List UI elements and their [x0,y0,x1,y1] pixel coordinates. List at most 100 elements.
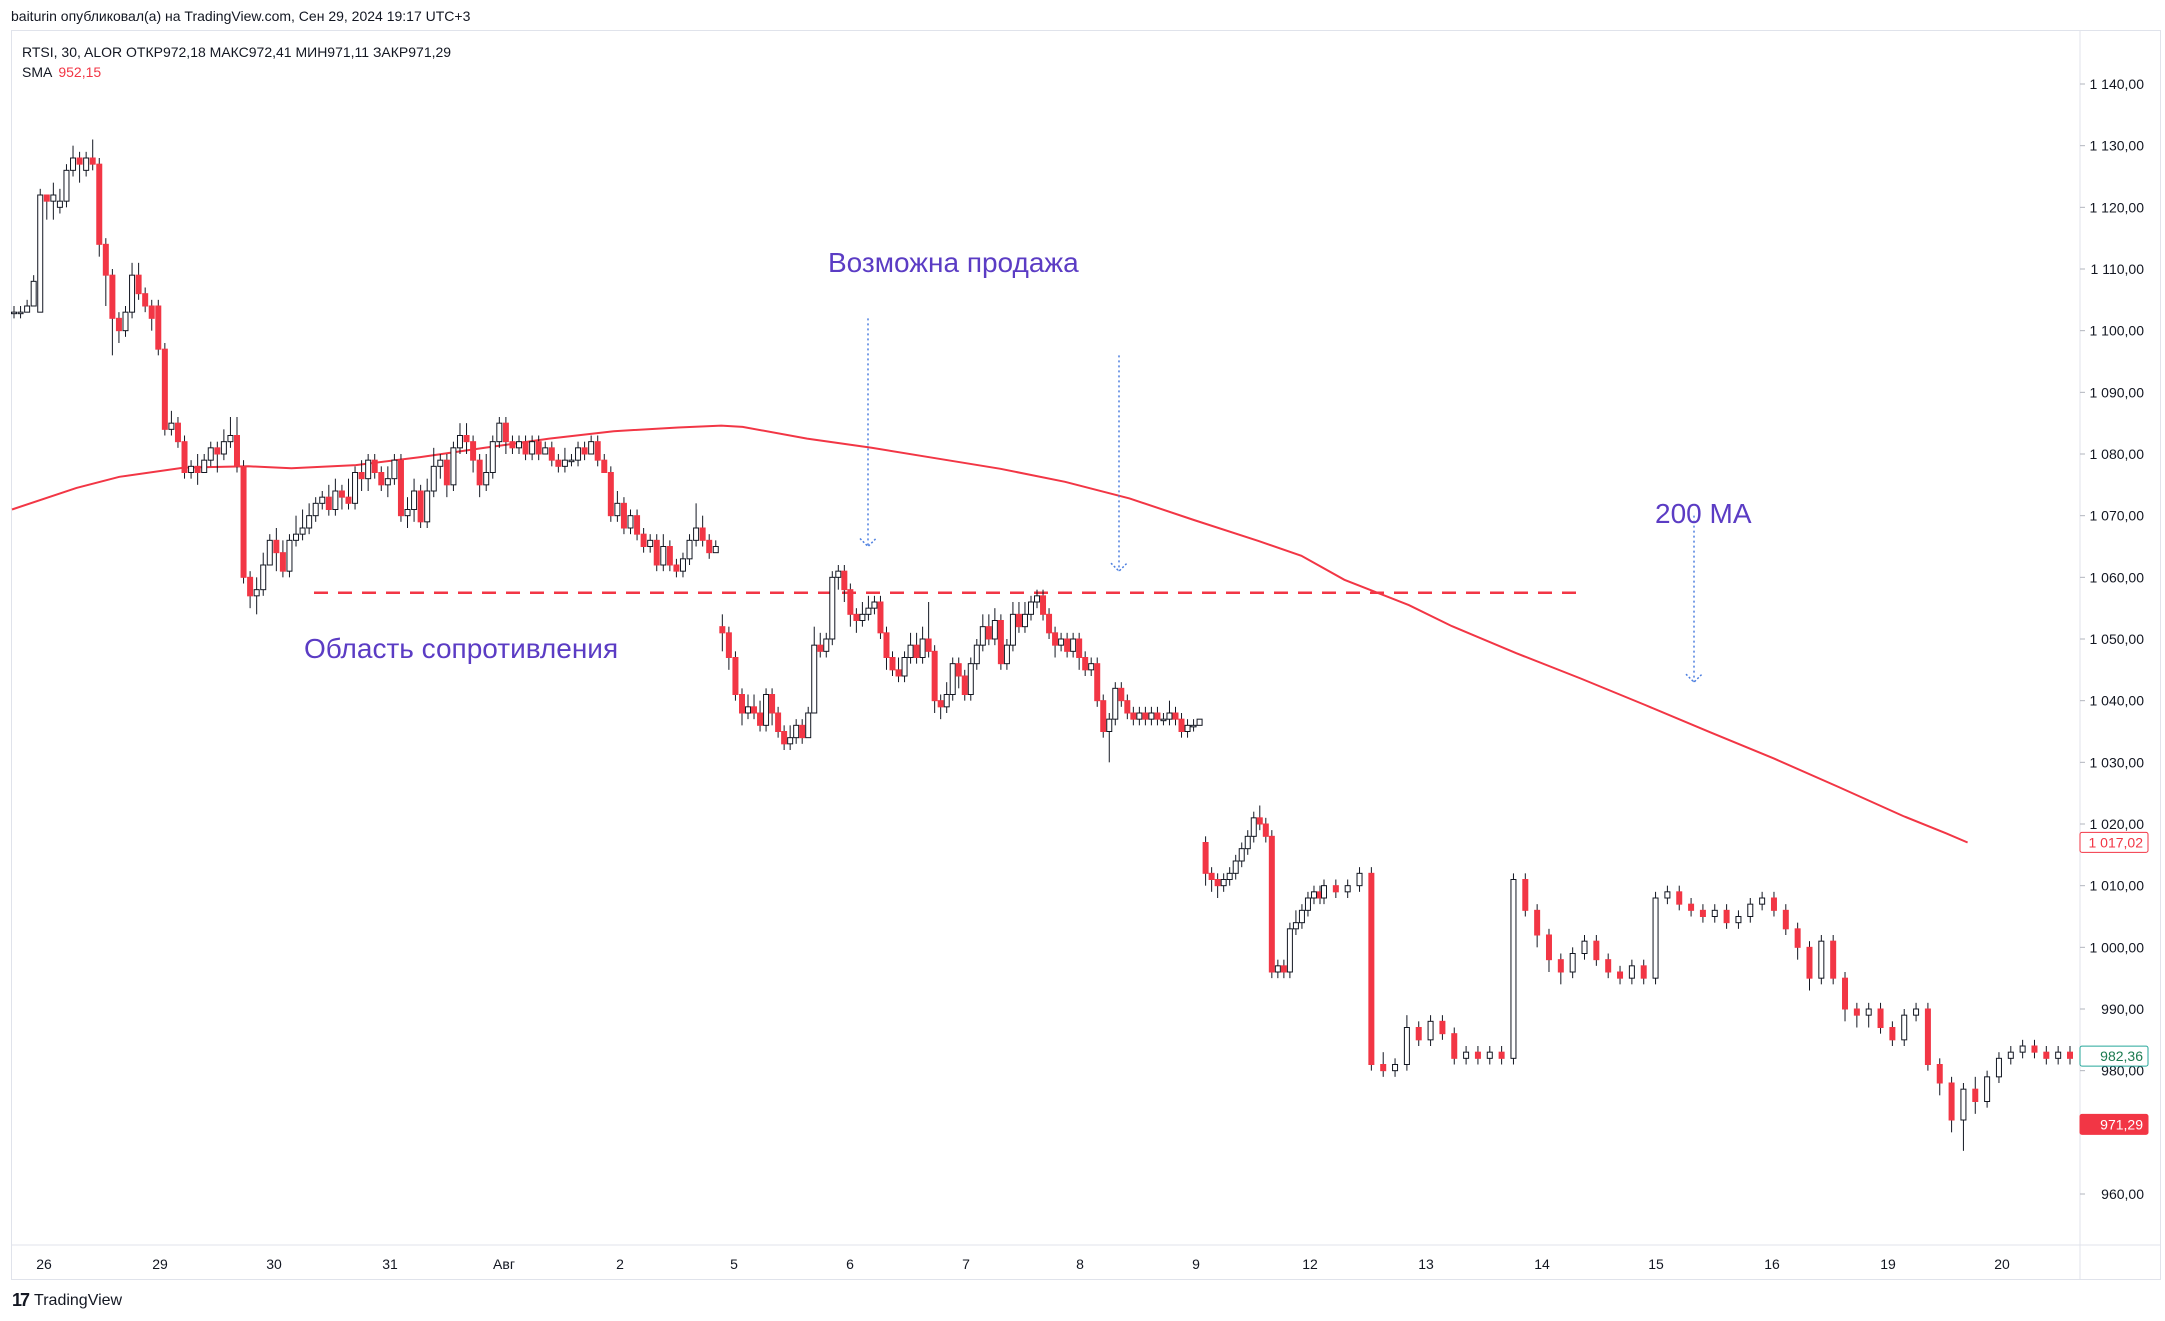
candle-body[interactable] [312,502,319,517]
candle-body[interactable] [877,601,884,634]
candle-body[interactable] [122,311,129,332]
candle-body[interactable] [1094,663,1101,702]
candle-body[interactable] [365,459,372,480]
candle-body[interactable] [1581,940,1588,955]
candle-body[interactable] [102,243,109,276]
candle-body[interactable] [829,576,836,640]
candle-body[interactable] [168,422,175,430]
candle-body[interactable] [699,527,706,541]
candle-body[interactable] [1034,595,1041,603]
candle-body[interactable] [194,465,201,474]
candle-body[interactable] [1292,922,1299,930]
candle-body[interactable] [1995,1057,2002,1078]
candle-body[interactable] [1889,1027,1896,1041]
candle-body[interactable] [1220,879,1227,887]
candle-body[interactable] [913,644,920,659]
candle-body[interactable] [516,441,523,449]
candle-body[interactable] [96,163,103,245]
candle-body[interactable] [1664,891,1671,899]
candle-body[interactable] [2019,1045,2026,1053]
candle-body[interactable] [757,712,764,726]
candle-body[interactable] [1427,1020,1434,1041]
candle-body[interactable] [1250,817,1257,837]
candle-body[interactable] [889,657,896,671]
candle-body[interactable] [1392,1064,1399,1072]
candle-body[interactable] [1202,842,1209,874]
candle-body[interactable] [1003,644,1010,665]
candle-body[interactable] [1332,885,1339,893]
tradingview-logo[interactable]: 17 TradingView [12,1290,122,1311]
candle-body[interactable] [811,644,818,714]
candle-body[interactable] [181,441,188,473]
candle-body[interactable] [961,675,968,695]
candle-body[interactable] [835,570,842,578]
candle-body[interactable] [1196,718,1203,726]
candle-body[interactable] [1208,872,1215,880]
candle-body[interactable] [155,305,162,350]
candle-body[interactable] [207,447,214,461]
candle-body[interactable] [279,552,286,572]
candle-body[interactable] [1310,891,1317,899]
candle-body[interactable] [1474,1051,1481,1059]
candle-body[interactable] [1256,817,1263,825]
candle-body[interactable] [273,539,280,554]
candle-body[interactable] [614,502,621,517]
candle-body[interactable] [214,447,221,455]
candle-body[interactable] [1178,718,1185,733]
candle-body[interactable] [306,515,313,529]
candle-body[interactable] [535,441,542,455]
candle-body[interactable] [1064,638,1071,652]
candle-body[interactable] [11,311,17,315]
candle-body[interactable] [1522,879,1529,911]
candle-body[interactable] [581,447,588,455]
candle-body[interactable] [847,589,854,615]
candle-body[interactable] [1070,638,1077,652]
candle-body[interactable] [286,539,293,572]
candle-body[interactable] [1842,977,1849,1010]
candle-body[interactable] [1723,909,1730,924]
candle-body[interactable] [997,620,1004,665]
candle-body[interactable] [1058,638,1065,646]
candle-body[interactable] [378,472,385,486]
candle-body[interactable] [693,527,700,541]
candle-body[interactable] [937,700,944,708]
candle-body[interactable] [1972,1088,1979,1102]
candle-body[interactable] [1356,872,1363,887]
candle-body[interactable] [1274,965,1281,973]
candle-body[interactable] [1735,916,1742,924]
candle-body[interactable] [17,311,24,315]
candle-body[interactable] [925,638,932,652]
candle-body[interactable] [529,441,536,455]
candle-body[interactable] [601,459,608,473]
candle-body[interactable] [522,441,529,455]
candle-body[interactable] [2067,1051,2073,1059]
candle-body[interactable] [1924,1008,1931,1065]
candle-body[interactable] [384,478,391,486]
candle-body[interactable] [2043,1051,2050,1059]
candle-body[interactable] [901,657,908,677]
candle-body[interactable] [463,435,470,443]
candle-body[interactable] [1498,1051,1505,1059]
candle-body[interactable] [542,447,549,455]
candle-body[interactable] [1112,687,1119,720]
candle-body[interactable] [1124,700,1131,714]
candle-body[interactable] [568,459,575,463]
candle-body[interactable] [1782,909,1789,930]
candle-body[interactable] [293,533,300,541]
candle-body[interactable] [607,472,614,517]
candle-body[interactable] [805,712,812,739]
candle-body[interactable] [1088,663,1095,671]
candle-body[interactable] [1960,1088,1967,1121]
candle-body[interactable] [745,706,751,714]
candle-body[interactable] [686,539,693,560]
candle-body[interactable] [1172,712,1179,720]
candle-body[interactable] [1557,959,1564,973]
candle-body[interactable] [1510,879,1517,1059]
candle-body[interactable] [89,157,96,165]
candle-body[interactable] [725,632,732,658]
candle-body[interactable] [979,626,986,646]
candle-body[interactable] [1166,712,1173,720]
candle-body[interactable] [437,459,444,467]
candle-body[interactable] [673,564,680,572]
